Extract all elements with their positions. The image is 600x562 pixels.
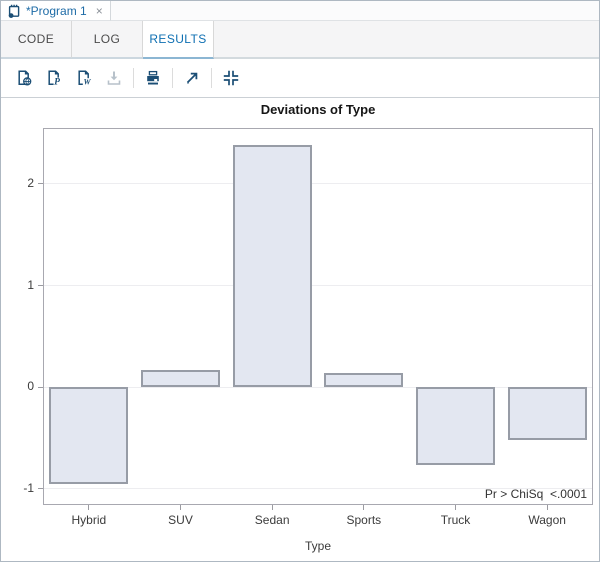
bar-suv xyxy=(141,369,220,388)
y-tick-label: 2 xyxy=(27,175,34,190)
x-tick xyxy=(363,505,365,510)
tab-code[interactable]: CODE xyxy=(1,21,72,59)
x-tick xyxy=(455,505,456,510)
deviation-bar-chart: Deviations of Type -1 0 1 2 Hybrid SUV Sedan Sp… xyxy=(1,98,599,561)
chart-title: Deviations of Type xyxy=(260,102,376,117)
y-tick xyxy=(38,488,43,490)
printer-icon xyxy=(147,70,159,85)
x-category-label: Truck xyxy=(440,513,471,527)
results-toolbar: P W xyxy=(1,59,599,98)
word-file-icon: W xyxy=(78,70,91,87)
view-tab-filler xyxy=(214,21,599,59)
print-button[interactable] xyxy=(138,64,168,92)
pdf-file-icon: P xyxy=(48,70,61,87)
x-tick xyxy=(180,505,181,510)
x-tick xyxy=(546,505,548,510)
toolbar-separator xyxy=(211,68,212,88)
results-pane: Deviations of Type -1 0 1 2 Hybrid SUV Sedan Sp… xyxy=(1,98,599,561)
program-icon xyxy=(8,4,20,18)
download-button[interactable] xyxy=(99,64,129,92)
download-html-button[interactable] xyxy=(9,64,39,92)
tab-results[interactable]: RESULTS xyxy=(143,21,214,59)
x-category-label: SUV xyxy=(168,513,193,527)
program-tab[interactable]: *Program 1 × xyxy=(1,1,111,21)
download-icon xyxy=(107,71,121,85)
close-tab-icon[interactable]: × xyxy=(95,3,103,18)
gridline xyxy=(44,488,592,490)
document-tab-bar: *Program 1 × xyxy=(1,1,599,21)
toolbar-separator xyxy=(172,68,173,88)
tab-bar-filler xyxy=(110,1,599,21)
download-pdf-button[interactable]: P xyxy=(39,64,69,92)
y-tick xyxy=(38,386,43,388)
chisq-annotation: Pr > ChiSq <.0001 xyxy=(484,487,587,501)
tab-log[interactable]: LOG xyxy=(72,21,143,59)
x-category-label: Sedan xyxy=(254,513,290,527)
bar-truck xyxy=(416,387,495,466)
y-tick xyxy=(38,183,43,185)
y-tick-label: 1 xyxy=(27,277,34,292)
bar-hybrid xyxy=(49,387,129,484)
bar-sports xyxy=(324,372,404,388)
bar-sedan xyxy=(232,145,312,388)
collapse-icon xyxy=(223,70,239,86)
x-axis-title: Type xyxy=(304,539,331,553)
gridline xyxy=(44,183,592,185)
html-file-icon xyxy=(18,70,32,86)
toolbar-separator xyxy=(133,68,134,88)
gridline xyxy=(44,386,592,388)
open-new-tab-icon xyxy=(186,72,198,84)
x-category-label: Sports xyxy=(346,513,382,527)
y-tick xyxy=(38,285,43,286)
x-category-label: Hybrid xyxy=(71,513,107,527)
download-rtf-button[interactable]: W xyxy=(69,64,99,92)
view-tab-strip: CODE LOG RESULTS xyxy=(1,21,599,59)
x-tick xyxy=(88,505,90,510)
open-new-tab-button[interactable] xyxy=(177,64,207,92)
svg-text:W: W xyxy=(83,78,91,87)
x-category-label: Wagon xyxy=(528,513,566,527)
y-tick-label: -1 xyxy=(23,480,34,495)
x-tick xyxy=(271,505,273,510)
exit-maximize-button[interactable] xyxy=(216,64,246,92)
bar-wagon xyxy=(507,387,587,440)
y-tick-label: 0 xyxy=(27,379,34,394)
gridline xyxy=(44,285,592,286)
svg-text:P: P xyxy=(54,78,60,87)
program-tab-title: *Program 1 xyxy=(26,3,87,18)
